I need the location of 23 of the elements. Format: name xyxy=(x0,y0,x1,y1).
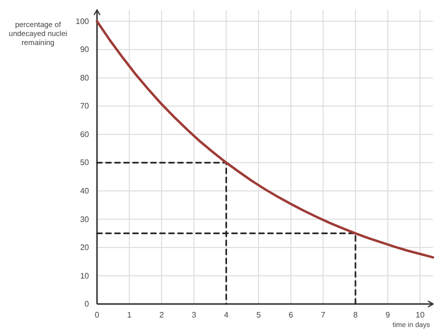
x-tick-label: 6 xyxy=(288,310,294,320)
x-tick-label: 2 xyxy=(159,310,164,320)
x-tick-label: 3 xyxy=(192,310,197,320)
x-tick-label: 9 xyxy=(386,310,391,320)
line-series xyxy=(96,20,434,259)
y-tick-label: 90 xyxy=(80,45,90,54)
y-tick-label: 80 xyxy=(80,73,90,82)
y-tick-label: 70 xyxy=(80,102,90,111)
y-tick-label: 50 xyxy=(80,158,90,168)
x-tick-label: 4 xyxy=(224,310,230,320)
x-tick-label: 7 xyxy=(320,310,326,320)
x-tick-label: 5 xyxy=(256,310,262,320)
y-tick-label: 40 xyxy=(80,186,90,196)
y-tick-label: 10 xyxy=(80,271,90,280)
y-tick-label: 20 xyxy=(80,243,90,252)
y-tick-label: 0 xyxy=(84,300,90,309)
y-tick-label: 60 xyxy=(80,130,90,139)
y-tick-label: 30 xyxy=(80,214,90,224)
x-tick-label: 10 xyxy=(416,310,426,320)
x-tick-label: 0 xyxy=(94,310,100,320)
x-tick-label: 8 xyxy=(353,310,358,320)
y-tick-label: 100 xyxy=(76,16,90,26)
x-tick-label: 1 xyxy=(127,310,132,320)
